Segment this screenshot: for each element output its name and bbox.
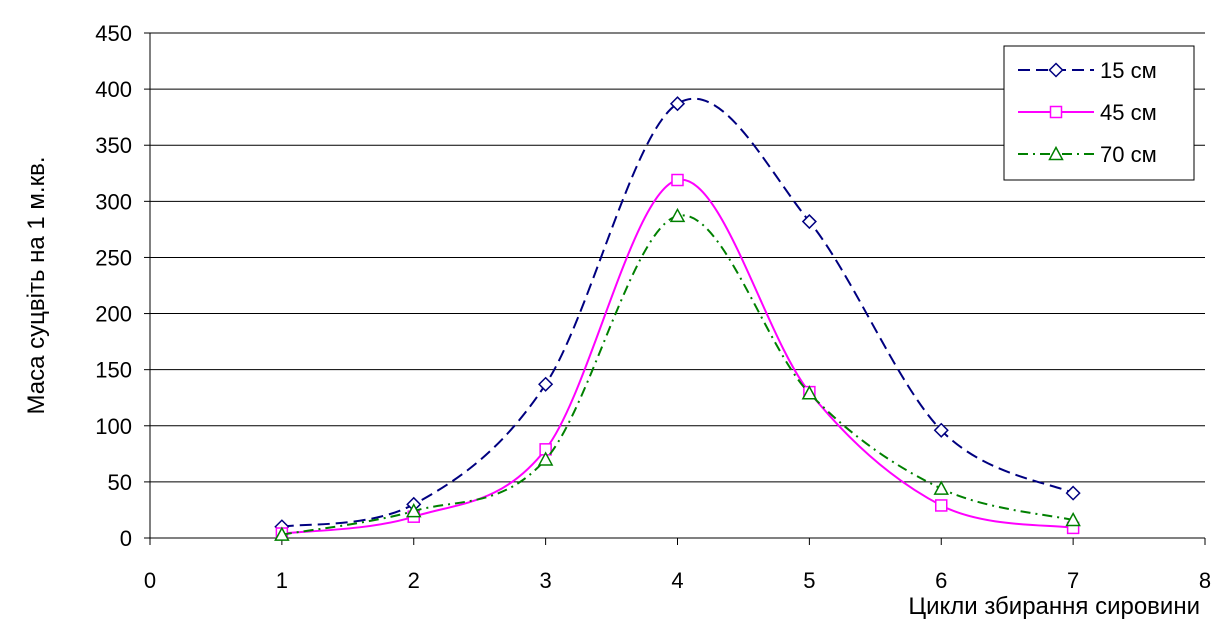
y-tick-label-5: 250 — [95, 245, 132, 270]
series-2-point-0 — [274, 526, 290, 541]
series-1-point-5 — [935, 499, 948, 512]
series-line-0 — [281, 97, 1074, 528]
series-2-point-1 — [405, 502, 422, 518]
series-0 — [274, 96, 1081, 535]
legend-marker-1 — [1049, 105, 1063, 119]
x-tick-label-5: 5 — [803, 568, 815, 593]
legend-label-0: 15 см — [1100, 58, 1157, 83]
series-2-point-6 — [1065, 511, 1081, 527]
legend-label-1: 45 см — [1100, 100, 1157, 125]
legend-label-2: 70 см — [1100, 142, 1157, 167]
legend-marker-0 — [1048, 62, 1064, 78]
x-axis-title: Цикли збирання сировини — [908, 593, 1200, 620]
series-1-point-3 — [671, 173, 684, 187]
y-axis-title: Маса суцвіть на 1 м.кв. — [23, 157, 50, 415]
series-2-point-5 — [933, 480, 950, 495]
y-tick-labels: 0 50 100 150 200 250 300 350 400 450 — [95, 21, 132, 551]
y-tick-label-4: 200 — [95, 302, 132, 327]
x-tick-label-2: 2 — [408, 568, 420, 593]
x-tick-label-0: 0 — [144, 568, 156, 593]
x-tick-label-1: 1 — [276, 568, 288, 593]
series-0-point-2 — [538, 376, 554, 392]
x-tick-label-8: 8 — [1199, 568, 1211, 593]
y-tick-label-7: 350 — [95, 133, 132, 158]
x-tick-labels: 0 1 2 3 4 5 6 7 8 — [144, 568, 1211, 593]
y-tick-label-1: 50 — [108, 470, 132, 495]
legend: 15 см 45 см 70 см — [1003, 45, 1195, 181]
series-0-point-6 — [1065, 485, 1081, 501]
x-tick-label-3: 3 — [540, 568, 552, 593]
series-line-2 — [281, 214, 1074, 536]
series-2-point-3 — [669, 207, 686, 223]
x-tick-label-7: 7 — [1067, 568, 1079, 593]
grid-lines — [150, 32, 1205, 483]
legend-marker-2 — [1048, 145, 1064, 161]
x-tick-label-6: 6 — [935, 568, 947, 593]
series-2-point-2 — [537, 451, 554, 466]
series-group — [274, 96, 1081, 541]
y-tick-label-2: 100 — [95, 414, 132, 439]
series-0-point-5 — [933, 422, 949, 438]
y-tick-label-3: 150 — [95, 358, 132, 383]
y-tick-label-0: 0 — [120, 526, 132, 551]
y-tick-label-6: 300 — [95, 189, 132, 214]
series-2-point-4 — [801, 385, 818, 400]
series-2 — [274, 207, 1081, 541]
y-tick-label-9: 450 — [95, 21, 132, 46]
series-line-1 — [281, 178, 1074, 535]
series-1 — [275, 173, 1080, 540]
series-0-point-3 — [669, 96, 686, 112]
y-tick-label-8: 400 — [95, 77, 132, 102]
axes — [144, 32, 1206, 545]
series-0-point-4 — [801, 213, 817, 230]
x-tick-label-4: 4 — [671, 568, 683, 593]
